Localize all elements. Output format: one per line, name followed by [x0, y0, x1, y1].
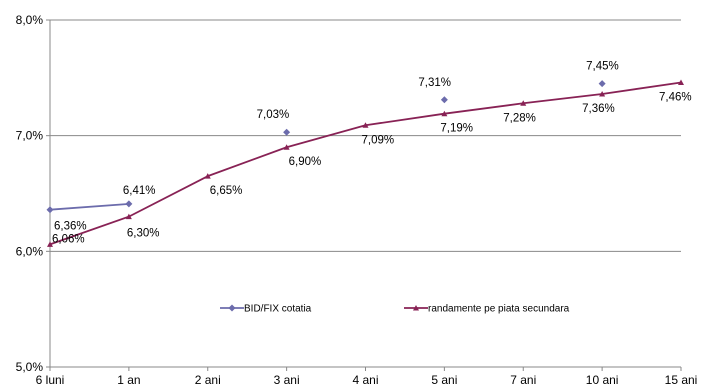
data-label-randamente-pe-piata-secundara-15-ani: 7,46% [659, 91, 692, 103]
point-randamente-pe-piata-secundara-1-an [125, 213, 132, 220]
legend-marker-randamente [413, 305, 419, 311]
y-tick-label-2: 7,0% [16, 129, 44, 143]
data-label-bid-fix-cotatia-1-an: 6,41% [123, 185, 156, 197]
legend-marker-bid-fix [228, 304, 236, 312]
series-segment-randamente-pe-piata-secundara-4 [365, 112, 445, 127]
x-tick-label-6-luni: 6 luni [36, 373, 65, 387]
point-bid-fix-cotatia-3-ani [283, 128, 291, 136]
x-tick-label-2-ani: 2 ani [195, 373, 221, 387]
data-label-bid-fix-cotatia-5-ani: 7,31% [418, 77, 451, 89]
point-randamente-pe-piata-secundara-4-ani [362, 122, 369, 128]
x-tick-labels: 6 luni 1 an 2 ani 3 ani 4 ani 5 ani 7 ani 10 an… [36, 373, 698, 387]
data-label-bid-fix-cotatia-3-ani: 7,03% [257, 109, 290, 121]
series-segment-randamente-pe-piata-secundara-3 [286, 124, 366, 149]
series-segment-randamente-pe-piata-secundara-5 [444, 102, 524, 115]
series-segment-randamente-pe-piata-secundara-1 [128, 175, 209, 218]
point-bid-fix-cotatia-1-an [125, 200, 133, 208]
x-tick-label-7-ani: 7 ani [510, 373, 536, 387]
data-label-randamente-pe-piata-secundara-7-ani: 7,28% [503, 112, 536, 124]
series-markers [46, 79, 684, 247]
series-segment-randamente-pe-piata-secundara-0 [49, 215, 130, 246]
point-randamente-pe-piata-secundara-2-ani [204, 173, 211, 179]
point-randamente-pe-piata-secundara-10-ani [599, 91, 606, 97]
series-segment-bid-fix-cotatia-0 [49, 203, 129, 211]
data-labels: 6,36% 6,41% 7,03% 7,31% 7,45% 6,06% 6,30% 6,65%… [52, 61, 692, 246]
data-label-randamente-pe-piata-secundara-1-an: 6,30% [127, 228, 160, 240]
y-tick-label-3: 8,0% [16, 13, 44, 27]
data-label-randamente-pe-piata-secundara-5-ani: 7,19% [440, 123, 473, 135]
y-tick-label-1: 6,0% [16, 244, 44, 258]
point-bid-fix-cotatia-6-luni [46, 206, 54, 214]
point-randamente-pe-piata-secundara-5-ani [441, 110, 448, 117]
x-tick-label-15-ani: 15 ani [665, 373, 698, 387]
series-segment-randamente-pe-piata-secundara-6 [523, 93, 603, 105]
point-bid-fix-cotatia-10-ani [598, 80, 606, 88]
legend: BID/FIX cotatia randamente pe piata secu… [220, 304, 570, 315]
data-label-bid-fix-cotatia-6-luni: 6,36% [54, 221, 87, 233]
legend-label-bid-fix: BID/FIX cotatia [244, 304, 312, 315]
point-randamente-pe-piata-secundara-6-luni [47, 241, 53, 247]
series-segment-randamente-pe-piata-secundara-2 [207, 146, 287, 177]
point-randamente-pe-piata-secundara-7-ani [520, 100, 527, 106]
grid-lines [50, 19, 681, 252]
point-randamente-pe-piata-secundara-15-ani [678, 79, 684, 85]
point-randamente-pe-piata-secundara-3-ani [283, 144, 290, 150]
legend-label-randamente: randamente pe piata secundara [428, 304, 570, 315]
x-tick-label-3-ani: 3 ani [274, 373, 300, 387]
x-tick-label-1-an: 1 an [117, 373, 140, 387]
x-tick-label-4-ani: 4 ani [352, 373, 378, 387]
data-label-randamente-pe-piata-secundara-3-ani: 6,90% [289, 156, 322, 168]
series-lines [49, 81, 682, 246]
data-label-randamente-pe-piata-secundara-4-ani: 7,09% [362, 134, 395, 146]
x-tick-label-10-ani: 10 ani [586, 373, 619, 387]
data-label-randamente-pe-piata-secundara-2-ani: 6,65% [210, 185, 243, 197]
data-label-randamente-pe-piata-secundara-6-luni: 6,06% [52, 233, 85, 245]
point-bid-fix-cotatia-5-ani [440, 96, 448, 104]
x-tick-label-5-ani: 5 ani [431, 373, 457, 387]
axes [46, 19, 682, 371]
y-tick-labels: 5,0% 6,0% 7,0% 8,0% [16, 13, 44, 374]
series-segment-randamente-pe-piata-secundara-7 [601, 81, 682, 95]
y-tick-label-0: 5,0% [16, 360, 44, 374]
data-label-randamente-pe-piata-secundara-10-ani: 7,36% [582, 103, 615, 115]
data-label-bid-fix-cotatia-10-ani: 7,45% [586, 61, 619, 73]
